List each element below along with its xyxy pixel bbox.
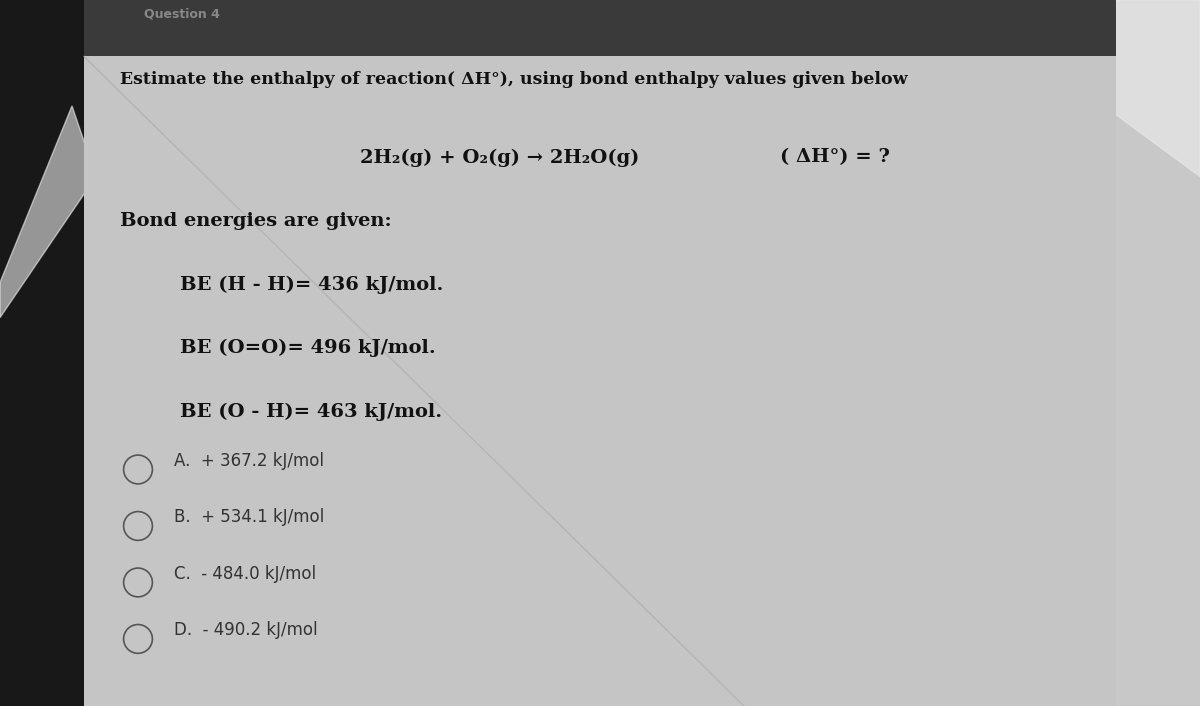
Text: D.  - 490.2 kJ/mol: D. - 490.2 kJ/mol — [174, 621, 318, 639]
Polygon shape — [1104, 0, 1200, 176]
Text: A.  + 367.2 kJ/mol: A. + 367.2 kJ/mol — [174, 452, 324, 469]
Text: Question 4: Question 4 — [144, 7, 220, 20]
Text: C.  - 484.0 kJ/mol: C. - 484.0 kJ/mol — [174, 565, 316, 582]
Text: ( ΔH°) = ?: ( ΔH°) = ? — [780, 148, 890, 166]
Text: 2H₂(g) + O₂(g) → 2H₂O(g): 2H₂(g) + O₂(g) → 2H₂O(g) — [360, 148, 640, 167]
Text: BE (O - H)= 463 kJ/mol.: BE (O - H)= 463 kJ/mol. — [180, 402, 442, 421]
Polygon shape — [0, 106, 96, 318]
Text: BE (H - H)= 436 kJ/mol.: BE (H - H)= 436 kJ/mol. — [180, 275, 443, 294]
Text: Estimate the enthalpy of reaction( ΔH°), using bond enthalpy values given below: Estimate the enthalpy of reaction( ΔH°),… — [120, 71, 907, 88]
Text: Bond energies are given:: Bond energies are given: — [120, 212, 391, 229]
Bar — [84, 0, 1116, 56]
Bar — [84, 0, 1116, 706]
Bar — [0, 0, 84, 706]
Text: BE (O=O)= 496 kJ/mol.: BE (O=O)= 496 kJ/mol. — [180, 339, 436, 357]
Bar — [1116, 0, 1200, 706]
Text: B.  + 534.1 kJ/mol: B. + 534.1 kJ/mol — [174, 508, 324, 526]
